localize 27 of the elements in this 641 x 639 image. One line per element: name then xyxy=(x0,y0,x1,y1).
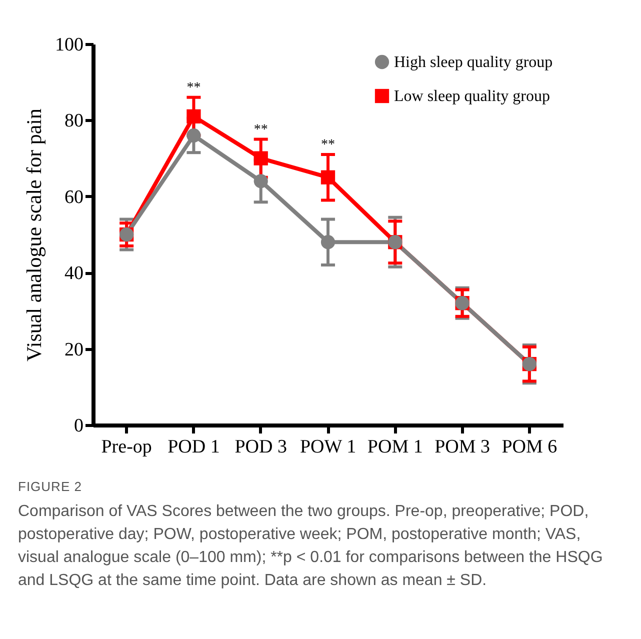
annotation: ** xyxy=(254,122,268,138)
x-tick-label: POM 3 xyxy=(434,436,490,458)
text: Comparison of VAS Scores between the two groups. Pre-op, preoperative; POD, postoperative day; POW, postoperative week; POM, postoperative month; VAS, visual analogue scale (0–100 mm); **p < 0.01 for comparisons between the HSQG and LSQG at the same time point. Data are shown as mean ± SD. xyxy=(18,502,604,591)
x-tick-label: POW 1 xyxy=(300,436,356,458)
point xyxy=(254,151,268,166)
point xyxy=(320,235,336,250)
y-axis-title: Visual analogue scale for pain xyxy=(22,108,46,362)
point xyxy=(186,109,201,124)
legend-label: High sleep quality group xyxy=(394,54,553,71)
y-tick-label: 20 xyxy=(64,339,84,360)
annotation: ** xyxy=(321,137,335,152)
y-tick-label: 60 xyxy=(64,186,84,208)
x-tick-label: POD 3 xyxy=(234,436,287,458)
x-tick-label: Pre-op xyxy=(101,436,152,458)
y-tick-label: 80 xyxy=(64,110,84,132)
point xyxy=(254,174,268,188)
x-tick-label: POM 1 xyxy=(367,436,423,458)
x-tick-label: POM 6 xyxy=(502,436,558,458)
x-tick-label: POD 1 xyxy=(168,436,220,458)
point xyxy=(320,170,336,184)
y-tick-label: 0 xyxy=(74,416,84,436)
caption: FIGURE 2 xyxy=(18,479,83,494)
y-tick-label: 40 xyxy=(64,263,84,284)
annotation: ** xyxy=(186,80,201,96)
y-tick-label: 100 xyxy=(55,34,84,56)
point xyxy=(186,128,201,142)
legend-label: Low sleep quality group xyxy=(394,88,550,105)
